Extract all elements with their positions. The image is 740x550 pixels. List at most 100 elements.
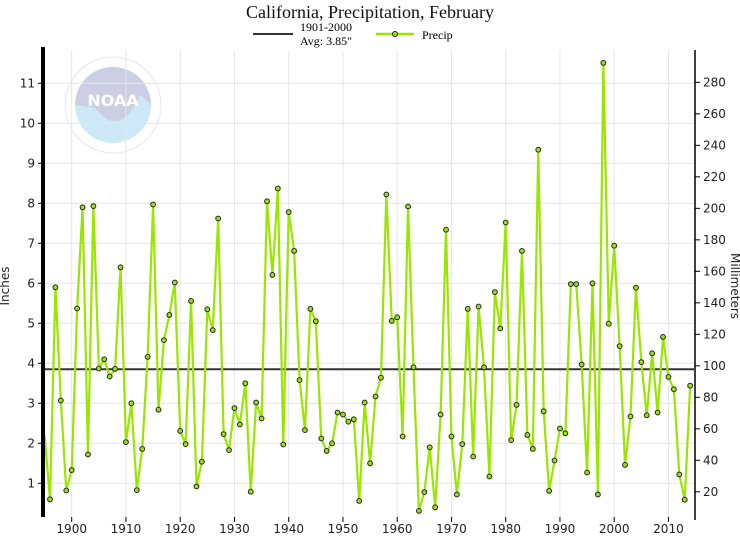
data-point: [155, 406, 162, 413]
legend-precip-label: Precip: [422, 28, 453, 42]
data-point: [139, 446, 146, 452]
x-tick-label: 1940: [273, 522, 304, 536]
data-point: [253, 399, 260, 406]
data-point: [421, 489, 428, 496]
data-point: [410, 364, 417, 371]
data-point: [269, 272, 276, 278]
y-right-tick-label: 160: [703, 264, 726, 278]
data-point: [670, 386, 677, 393]
data-point: [464, 306, 471, 312]
x-tick-label: 1900: [56, 522, 87, 536]
data-point: [660, 334, 666, 340]
data-point: [340, 411, 346, 418]
data-point: [595, 491, 601, 498]
data-point: [209, 327, 216, 334]
data-point: [280, 441, 287, 448]
legend-precip-marker: [392, 31, 398, 37]
y-tick-label: 10: [20, 116, 35, 130]
data-point: [611, 242, 618, 249]
data-point: [546, 488, 552, 494]
data-point: [356, 498, 363, 504]
data-point: [426, 444, 433, 451]
data-point: [605, 320, 612, 327]
data-point: [453, 491, 460, 498]
y-right-tick-label: 180: [703, 233, 726, 247]
data-point: [600, 60, 607, 66]
data-point: [448, 433, 455, 440]
data-point: [204, 306, 211, 313]
data-point: [687, 382, 694, 389]
data-point: [475, 303, 482, 310]
data-point: [345, 418, 352, 425]
data-point: [188, 298, 194, 304]
legend-avg-label-2: Avg: 3.85": [300, 34, 352, 48]
data-point: [63, 487, 70, 494]
x-tick-label: 2010: [653, 522, 684, 536]
data-point: [47, 496, 53, 503]
x-tick-label: 1960: [382, 522, 413, 536]
data-point: [171, 279, 178, 286]
chart-title: California, Precipitation, February: [246, 2, 494, 22]
x-tick-label: 1950: [328, 522, 359, 536]
data-point: [654, 409, 661, 416]
data-point: [150, 201, 156, 208]
data-point: [95, 365, 102, 372]
data-point: [405, 203, 411, 210]
data-point: [101, 356, 108, 363]
data-point: [215, 215, 222, 222]
data-point: [443, 226, 449, 233]
data-point: [481, 364, 487, 371]
data-point: [649, 350, 656, 357]
data-point: [329, 440, 336, 447]
data-point: [193, 483, 200, 490]
x-tick-label: 1910: [111, 522, 142, 536]
data-point: [502, 219, 509, 226]
data-point: [123, 439, 129, 446]
data-point: [258, 415, 265, 422]
data-point: [334, 409, 341, 416]
data-point: [676, 471, 683, 478]
data-point: [57, 397, 64, 404]
data-point: [633, 284, 639, 291]
data-point: [242, 380, 249, 387]
data-point: [79, 204, 86, 211]
x-tick-label: 1930: [219, 522, 250, 536]
data-point: [432, 504, 439, 511]
data-point: [144, 354, 151, 360]
data-point: [557, 425, 563, 432]
y-right-tick-label: 120: [703, 327, 726, 341]
data-point: [589, 280, 596, 287]
data-point: [182, 441, 189, 448]
data-point: [177, 428, 184, 434]
y-right-tick-label: 20: [703, 485, 718, 499]
data-point: [416, 508, 422, 514]
y-right-tick-label: 280: [703, 75, 726, 89]
data-point: [638, 359, 645, 366]
data-point: [318, 435, 325, 442]
data-point: [459, 441, 466, 448]
y-tick-label: 11: [20, 76, 35, 90]
y-tick-label: 1: [27, 476, 35, 490]
y-tick-label: 4: [27, 356, 35, 370]
data-point: [562, 430, 569, 437]
data-point: [220, 431, 227, 438]
data-point: [85, 451, 91, 458]
y-right-tick-label: 80: [703, 390, 718, 404]
data-point: [627, 413, 634, 420]
data-point: [399, 433, 406, 440]
series-line-precip: [43, 61, 692, 512]
data-point: [491, 289, 498, 296]
data-point: [378, 374, 384, 381]
data-point: [573, 281, 580, 288]
data-point: [508, 437, 515, 444]
data-point: [388, 318, 395, 324]
data-point: [372, 393, 379, 400]
x-tick-label: 1970: [436, 522, 467, 536]
data-point: [52, 284, 59, 291]
data-point: [394, 314, 401, 321]
data-point: [231, 405, 238, 412]
data-point: [350, 416, 357, 423]
data-point: [470, 453, 477, 460]
data-point: [665, 374, 672, 380]
svg-text:NOAA: NOAA: [87, 91, 139, 110]
